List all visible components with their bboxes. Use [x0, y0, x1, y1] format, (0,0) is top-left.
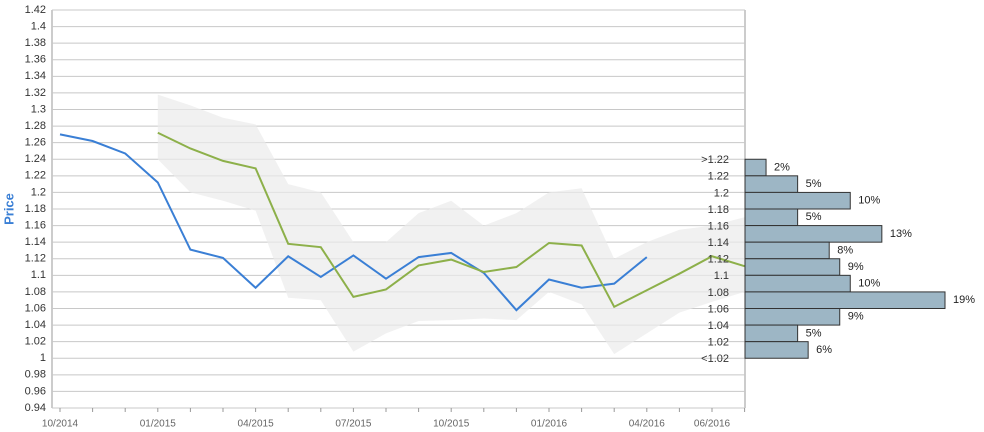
hist-bar [744, 274, 851, 293]
y-tick-label: 1.2 [31, 186, 46, 198]
hist-bin-label: 1.02 [708, 337, 729, 349]
y-tick-label: 1.06 [25, 302, 46, 314]
y-tick-label: 1.14 [25, 236, 46, 248]
y-tick-label: 1.18 [25, 203, 46, 215]
y-tick-label: 0.96 [25, 385, 46, 397]
y-tick-label: 1.4 [31, 20, 46, 32]
hist-bar [744, 241, 830, 260]
grid [52, 9, 745, 409]
hist-bar [744, 208, 799, 227]
hist-bin-label: 1.12 [708, 254, 729, 266]
hist-value-label: 10% [858, 278, 880, 290]
hist-value-label: 5% [806, 327, 822, 339]
hist-bar [744, 225, 883, 243]
hist-bin-label: 1.06 [708, 303, 729, 315]
hist-bin-label: 1.08 [708, 287, 729, 299]
x-tick-label: 01/2015 [140, 419, 177, 430]
y-tick-label: 1 [40, 352, 46, 364]
line [157, 131, 745, 309]
hist-bar [744, 291, 946, 309]
y-tick-label: 1.12 [25, 253, 46, 265]
y-tick-label: 1.42 [25, 4, 46, 16]
hist-bin-label: >1.22 [701, 154, 729, 166]
x-tick-label: 06/2016 [694, 419, 731, 430]
y-tick-label: 1.28 [25, 120, 46, 132]
y-tick-label: 1.26 [25, 137, 46, 149]
y-tick-label: 1.08 [25, 286, 46, 298]
y-tick-label: 1.34 [25, 70, 46, 82]
y-tick-label: 1.16 [25, 219, 46, 231]
y-tick-label: 1.3 [31, 103, 46, 115]
y-axis-label: Price [1, 193, 16, 225]
x-tick-label: 01/2016 [531, 419, 568, 430]
hist-bin-label: 1.16 [708, 220, 729, 232]
y-tick-label: 0.98 [25, 369, 46, 381]
hist-value-label: 13% [890, 228, 912, 240]
y-tick-label: 1.38 [25, 37, 46, 49]
hist-bin-label: <1.02 [701, 353, 729, 365]
hist-bar [744, 341, 809, 359]
hist-value-label: 5% [806, 178, 822, 190]
hist-bar [744, 158, 767, 177]
hist-bin-label: 1.2 [714, 187, 729, 199]
y-tick-label: 1.36 [25, 54, 46, 66]
hist-bin-label: 1.04 [708, 320, 729, 332]
hist-value-label: 19% [953, 294, 975, 306]
line [59, 133, 648, 312]
x-tick-label: 04/2016 [629, 419, 666, 430]
hist-bin-label: 1.22 [708, 171, 729, 183]
hist-value-label: 2% [774, 161, 790, 173]
hist-bar [744, 258, 841, 276]
y-tick-label: 1.04 [25, 319, 46, 331]
x-tick-label: 10/2014 [42, 419, 79, 430]
y-tick-label: 1.32 [25, 87, 46, 99]
hist-value-label: 8% [837, 244, 853, 256]
x-tick-label: 04/2015 [238, 419, 275, 430]
hist-value-label: 5% [806, 211, 822, 223]
y-tick-label: 1.1 [31, 269, 46, 281]
hist-bin-label: 1.18 [708, 204, 729, 216]
hist-value-label: 9% [848, 311, 864, 323]
y-tick-label: 1.22 [25, 170, 46, 182]
y-tick-label: 1.24 [25, 153, 46, 165]
confidence-band [157, 94, 745, 355]
hist-bar [744, 324, 799, 343]
hist-bin-label: 1.14 [708, 237, 729, 249]
hist-bar [744, 308, 841, 326]
hist-value-label: 9% [848, 261, 864, 273]
hist-value-label: 6% [816, 344, 832, 356]
hist-bin-label: 1.1 [714, 270, 729, 282]
hist-bar [744, 175, 799, 193]
y-tick-label: 1.02 [25, 336, 46, 348]
x-tick-label: 07/2015 [335, 419, 372, 430]
hist-value-label: 10% [858, 195, 880, 207]
x-tick-label: 10/2015 [433, 419, 470, 430]
y-tick-label: 0.94 [25, 402, 46, 414]
hist-bar [744, 191, 851, 210]
